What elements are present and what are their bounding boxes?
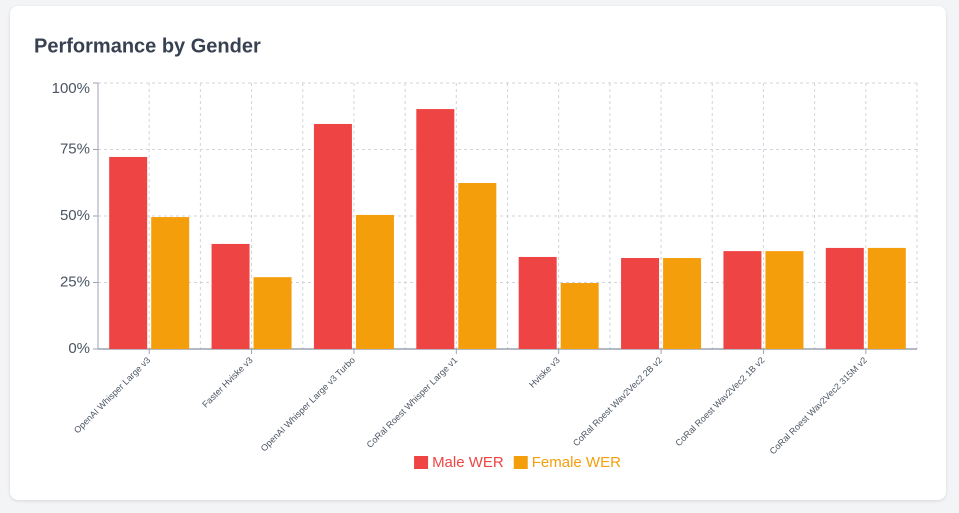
bar <box>355 214 394 349</box>
y-tick-label: 25% <box>60 273 90 290</box>
chart-title: Performance by Gender <box>34 35 261 57</box>
legend-swatch <box>513 456 528 469</box>
y-tick-label: 50% <box>60 207 90 224</box>
bar <box>825 247 864 349</box>
bar <box>723 251 762 349</box>
x-tick-label: CoRal Roest Wav2Vec2 2B v2 <box>571 355 664 448</box>
legend-swatch <box>414 456 429 469</box>
bar <box>867 247 906 349</box>
bar <box>765 251 804 349</box>
bar <box>518 256 557 349</box>
legend: Male WER Female WER <box>414 454 621 471</box>
x-tick-label: CoRal Roest Wav2Vec2 1B v2 <box>673 355 766 448</box>
x-tick-label: OpenAI Whisper Large v3 <box>72 355 152 435</box>
bar <box>253 277 292 349</box>
y-tick-label: 100% <box>52 80 90 97</box>
legend-label: Male WER <box>432 454 504 471</box>
bar <box>313 123 352 350</box>
y-tick-label: 0% <box>68 340 90 357</box>
bar <box>211 243 250 349</box>
bar <box>560 283 599 349</box>
x-tick-label: CoRal Roest Wav2Vec2 315M v2 <box>768 355 869 456</box>
x-tick-label: Faster Hviske v3 <box>200 355 254 409</box>
x-tick-label: CoRal Roest Whisper Large v1 <box>365 355 460 450</box>
x-tick-label: OpenAI Whisper Large v3 Turbo <box>259 355 357 453</box>
bar <box>663 258 702 349</box>
legend-label: Female WER <box>532 454 621 471</box>
bar <box>621 258 660 349</box>
bar <box>416 109 455 350</box>
bar <box>109 156 148 349</box>
y-tick-label: 75% <box>60 140 90 157</box>
bar <box>151 217 190 349</box>
bar <box>458 183 497 349</box>
x-tick-label: Hviske v3 <box>527 355 562 390</box>
